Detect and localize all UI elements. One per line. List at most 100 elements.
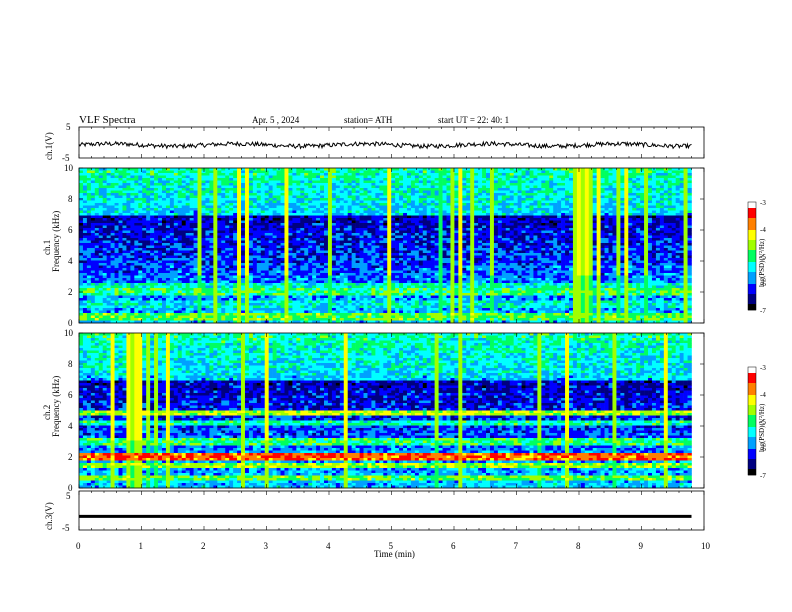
spectrogram-cell	[383, 223, 387, 226]
spectrogram-cell	[99, 206, 103, 209]
spectrogram-cell	[237, 218, 241, 221]
spectrogram-cell	[304, 178, 308, 181]
spectrogram-cell	[605, 238, 609, 241]
spectrogram-cell	[573, 176, 577, 179]
spectrogram-cell	[324, 241, 328, 244]
spectrogram-cell	[356, 213, 360, 216]
spectrogram-cell	[281, 203, 285, 206]
spectrogram-cell	[249, 176, 253, 179]
spectrogram-cell	[395, 228, 399, 231]
spectrogram-cell	[450, 173, 454, 176]
spectrogram-cell	[403, 181, 407, 184]
spectrogram-cell	[557, 168, 561, 171]
spectrogram-cell	[253, 191, 257, 194]
spectrogram-cell	[549, 221, 553, 224]
spectrogram-cell	[320, 201, 324, 204]
spectrogram-cell	[577, 243, 581, 246]
spectrogram-cell	[245, 231, 249, 234]
spectrogram-cell	[431, 218, 435, 221]
spectrogram-cell	[522, 233, 526, 236]
spectrogram-cell	[122, 236, 126, 239]
spectrogram-cell	[597, 173, 601, 176]
spectrogram-cell	[593, 181, 597, 184]
spectrogram-cell	[375, 213, 379, 216]
spectrogram-cell	[644, 231, 648, 234]
spectrogram-cell	[348, 233, 352, 236]
spectrogram-cell	[383, 241, 387, 244]
spectrogram-cell	[470, 218, 474, 221]
spectrogram-cell	[253, 188, 257, 191]
spectrogram-cell	[221, 191, 225, 194]
spectrogram-cell	[304, 218, 308, 221]
spectrogram-cell	[265, 246, 269, 249]
spectrogram-cell	[593, 241, 597, 244]
spectrogram-cell	[383, 243, 387, 246]
spectrogram-cell	[91, 238, 95, 241]
spectrogram-cell	[569, 173, 573, 176]
spectrogram-cell	[561, 208, 565, 211]
spectrogram-cell	[620, 231, 624, 234]
spectrogram-cell	[340, 181, 344, 184]
spectrogram-cell	[320, 236, 324, 239]
spectrogram-cell	[518, 231, 522, 234]
spectrogram-cell	[190, 226, 194, 229]
spectrogram-cell	[190, 241, 194, 244]
spectrogram-cell	[340, 203, 344, 206]
spectrogram-cell	[549, 186, 553, 189]
spectrogram-cell	[103, 241, 107, 244]
spectrogram-cell	[91, 226, 95, 229]
spectrogram-cell	[336, 193, 340, 196]
spectrogram-cell	[257, 213, 261, 216]
spectrogram-cell	[296, 221, 300, 224]
spectrogram-cell	[209, 208, 213, 211]
spectrogram-cell	[450, 221, 454, 224]
spectrogram-cell	[450, 228, 454, 231]
spectrogram-cell	[217, 213, 221, 216]
spectrogram-cell	[391, 201, 395, 204]
spectrogram-cell	[261, 241, 265, 244]
spectrogram-cell	[593, 203, 597, 206]
spectrogram-cell	[237, 233, 241, 236]
spectrogram-cell	[411, 201, 415, 204]
spectrogram-cell	[253, 228, 257, 231]
spectrogram-cell	[312, 196, 316, 199]
spectrogram-cell	[632, 228, 636, 231]
spectrogram-cell	[553, 221, 557, 224]
spectrogram-cell	[336, 168, 340, 171]
spectrogram-cell	[403, 223, 407, 226]
spectrogram-cell	[126, 206, 130, 209]
spectrogram-cell	[379, 211, 383, 214]
spectrogram-cell	[644, 243, 648, 246]
spectrogram-cell	[182, 178, 186, 181]
spectrogram-cell	[395, 231, 399, 234]
spectrogram-cell	[352, 178, 356, 181]
spectrogram-cell	[537, 171, 541, 174]
spectrogram-cell	[352, 176, 356, 179]
spectrogram-cell	[119, 241, 123, 244]
spectrogram-cell	[119, 191, 123, 194]
spectrogram-cell	[126, 171, 130, 174]
spectrogram-cell	[162, 206, 166, 209]
spectrogram-cell	[443, 243, 447, 246]
spectrogram-cell	[261, 243, 265, 246]
spectrogram-cell	[213, 193, 217, 196]
spectrogram-cell	[589, 171, 593, 174]
spectrogram-cell	[553, 208, 557, 211]
spectrogram-cell	[672, 228, 676, 231]
spectrogram-cell	[379, 238, 383, 241]
spectrogram-cell	[95, 191, 99, 194]
spectrogram-cell	[166, 223, 170, 226]
spectrogram-cell	[423, 178, 427, 181]
spectrogram-cell	[573, 231, 577, 234]
spectrogram-cell	[273, 181, 277, 184]
spectrogram-cell	[209, 238, 213, 241]
spectrogram-cell	[288, 183, 292, 186]
spectrogram-cell	[178, 173, 182, 176]
spectrogram-cell	[130, 203, 134, 206]
spectrogram-cell	[371, 176, 375, 179]
spectrogram-cell	[277, 238, 281, 241]
spectrogram-cell	[569, 176, 573, 179]
spectrogram-cell	[589, 221, 593, 224]
spectrogram-cell	[340, 226, 344, 229]
spectrogram-cell	[656, 228, 660, 231]
